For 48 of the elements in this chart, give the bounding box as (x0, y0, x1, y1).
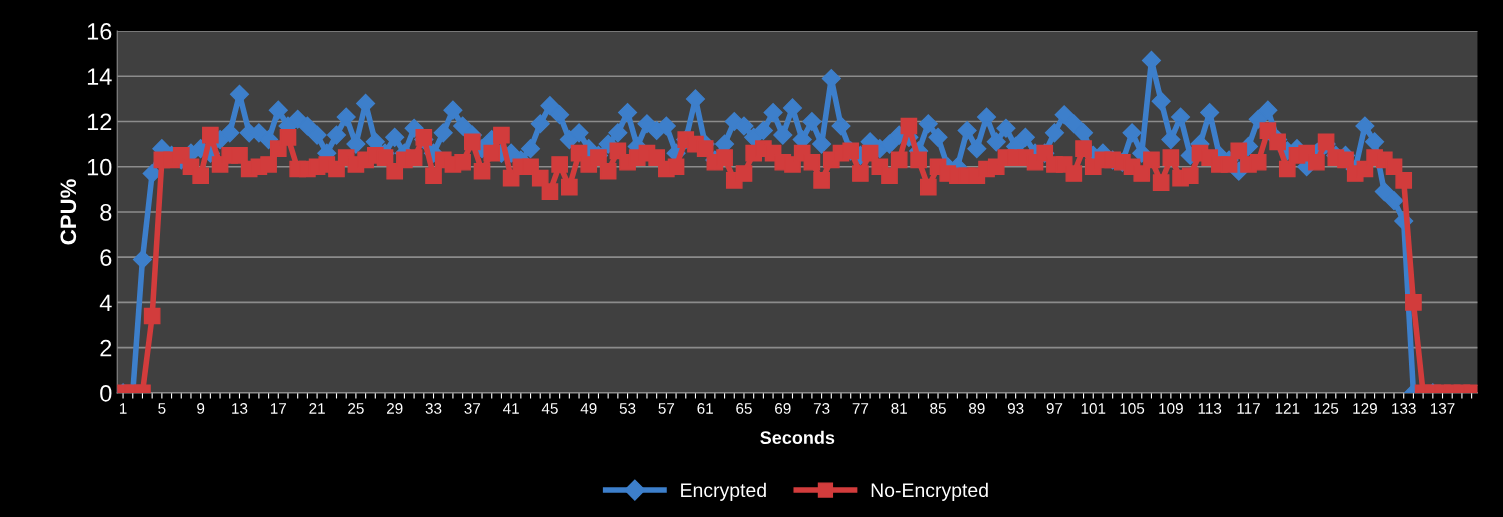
x-tick-label: 9 (197, 403, 205, 414)
legend-label: No-Encrypted (871, 482, 988, 501)
x-tick-label: 53 (619, 403, 636, 414)
x-tick-label: 85 (930, 403, 946, 414)
x-tick-label: 17 (270, 403, 287, 414)
x-tick-label: 41 (502, 403, 519, 414)
x-tick-label: 21 (309, 403, 325, 414)
y-tick-label: 8 (100, 204, 112, 221)
x-tick-label: 101 (1081, 403, 1106, 414)
x-tick-label: 49 (580, 403, 597, 414)
y-tick-label: 10 (87, 158, 112, 176)
x-tick-label: 73 (813, 403, 830, 414)
x-tick-label: 93 (1007, 403, 1024, 414)
x-tick-label: 97 (1046, 403, 1063, 414)
x-tick-label: 129 (1353, 403, 1377, 414)
x-tick-label: 137 (1430, 403, 1455, 414)
y-tick-label: 4 (99, 294, 112, 311)
x-tick-label: 33 (425, 403, 442, 414)
x-tick-label: 5 (158, 403, 166, 414)
x-tick-label: 69 (775, 403, 791, 414)
legend-label: Encrypted (681, 482, 766, 501)
x-tick-label: 125 (1314, 403, 1339, 414)
x-tick-label: 113 (1198, 403, 1222, 414)
x-tick-label: 1 (119, 403, 127, 414)
x-tick-label: 117 (1237, 403, 1260, 414)
y-tick-label: 2 (100, 339, 112, 357)
x-tick-label: 29 (386, 403, 403, 414)
x-tick-label: 133 (1392, 403, 1416, 414)
x-tick-label: 105 (1120, 403, 1145, 414)
x-tick-label: 45 (541, 403, 558, 414)
x-tick-label: 13 (232, 403, 248, 414)
x-tick-label: 65 (736, 403, 752, 414)
y-tick-label: 16 (87, 23, 112, 40)
x-tick-label: 61 (697, 403, 713, 414)
x-tick-label: 57 (658, 403, 675, 414)
y-tick-label: 6 (100, 249, 112, 266)
y-tick-label: 0 (100, 384, 112, 402)
x-axis-title: Seconds (760, 430, 835, 445)
x-tick-label: 81 (891, 403, 907, 414)
x-tick-label: 121 (1275, 403, 1300, 414)
y-tick-label: 12 (87, 113, 112, 131)
x-tick-label: 89 (969, 403, 985, 414)
x-tick-label: 25 (348, 403, 364, 414)
x-tick-label: 77 (852, 403, 869, 414)
x-tick-label: 109 (1159, 403, 1183, 414)
y-axis-title: CPU% (60, 179, 77, 245)
x-tick-label: 37 (464, 403, 481, 414)
y-tick-label: 14 (87, 68, 112, 85)
